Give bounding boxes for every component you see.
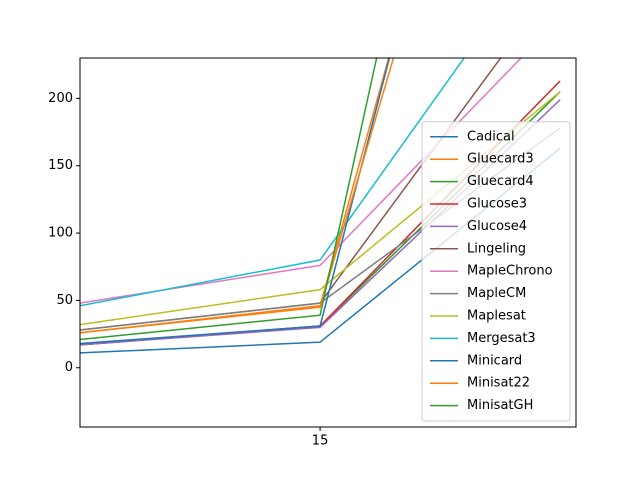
legend-label: Gluecard3 bbox=[467, 152, 534, 167]
legend-label: MapleChrono bbox=[467, 264, 553, 279]
legend-label: Glucose4 bbox=[467, 219, 527, 234]
legend-label: Glucose3 bbox=[467, 197, 527, 212]
y-tick-label: 50 bbox=[56, 293, 73, 308]
y-tick-label: 0 bbox=[65, 360, 73, 375]
legend-label: Lingeling bbox=[467, 241, 526, 256]
legend-label: Cadical bbox=[467, 129, 515, 144]
x-tick-label: 15 bbox=[312, 434, 329, 449]
legend-label: Minisat22 bbox=[467, 376, 530, 391]
y-tick-label: 150 bbox=[48, 158, 73, 173]
y-tick-label: 200 bbox=[48, 91, 73, 106]
legend-label: MinisatGH bbox=[467, 398, 533, 413]
legend-label: Gluecard4 bbox=[467, 174, 534, 189]
legend-label: MapleCM bbox=[467, 286, 526, 301]
legend-label: Maplesat bbox=[467, 309, 526, 324]
legend-label: Minicard bbox=[467, 353, 522, 368]
axes-frame bbox=[79, 57, 577, 428]
series-line bbox=[80, 58, 378, 341]
y-tick-label: 100 bbox=[48, 226, 73, 241]
legend-label: Mergesat3 bbox=[467, 331, 536, 346]
series-line bbox=[80, 58, 395, 334]
series-line bbox=[80, 58, 391, 345]
legend-box bbox=[421, 121, 571, 422]
series-line bbox=[80, 58, 466, 307]
